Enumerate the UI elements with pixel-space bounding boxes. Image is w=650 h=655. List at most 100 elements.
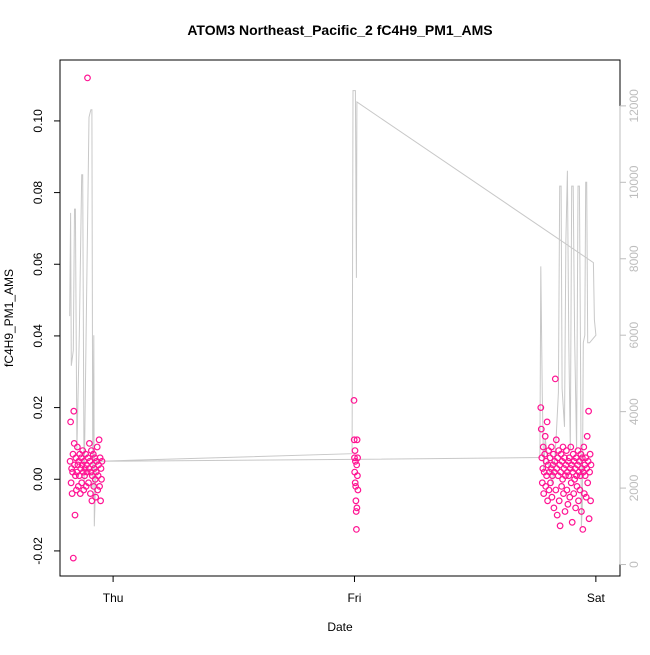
data-point bbox=[539, 465, 547, 472]
data-point bbox=[66, 457, 74, 465]
y2-tick-label: 12000 bbox=[627, 89, 641, 123]
data-point bbox=[585, 515, 593, 523]
points-layer bbox=[66, 74, 595, 562]
data-point bbox=[67, 418, 74, 426]
data-point bbox=[79, 468, 87, 476]
data-point bbox=[87, 447, 95, 455]
y2-tick-label: 6000 bbox=[627, 322, 641, 349]
data-point bbox=[557, 468, 564, 476]
data-point bbox=[559, 443, 567, 451]
data-point bbox=[538, 479, 546, 487]
data-point bbox=[76, 490, 84, 498]
data-point bbox=[553, 511, 561, 519]
data-point bbox=[581, 472, 589, 480]
data-point bbox=[96, 483, 103, 490]
data-point bbox=[539, 443, 547, 451]
data-point bbox=[563, 486, 571, 494]
data-point bbox=[85, 479, 92, 487]
data-point bbox=[72, 486, 80, 494]
data-point bbox=[545, 486, 553, 494]
data-point bbox=[84, 454, 92, 462]
data-point bbox=[537, 404, 545, 412]
data-point bbox=[585, 407, 592, 415]
data-point bbox=[352, 497, 360, 505]
data-point bbox=[548, 493, 556, 501]
data-point bbox=[551, 375, 559, 383]
secondary-series-line bbox=[69, 90, 597, 527]
y2-tick-label: 10000 bbox=[627, 165, 641, 199]
data-point bbox=[70, 440, 78, 447]
data-point bbox=[352, 508, 360, 515]
data-point bbox=[70, 407, 78, 415]
data-point bbox=[564, 500, 572, 508]
y-axis-label: fC4H9_PM1_AMS bbox=[2, 269, 16, 367]
data-point bbox=[71, 511, 79, 519]
data-point bbox=[546, 454, 554, 462]
data-point bbox=[565, 472, 573, 480]
data-point bbox=[93, 443, 101, 451]
data-point bbox=[579, 468, 587, 476]
chart-title: ATOM3 Northeast_Pacific_2 fC4H9_PM1_AMS bbox=[187, 22, 492, 38]
y-tick-label: 0.04 bbox=[31, 324, 45, 348]
data-point bbox=[83, 468, 91, 476]
data-point bbox=[350, 436, 358, 444]
data-point bbox=[98, 475, 105, 483]
y-tick-label: 0.08 bbox=[31, 181, 45, 205]
data-point bbox=[587, 497, 594, 505]
data-point bbox=[543, 418, 551, 426]
y2-tick-label: 4000 bbox=[627, 398, 641, 425]
data-point bbox=[73, 443, 81, 451]
data-point bbox=[350, 397, 358, 404]
data-point bbox=[541, 432, 549, 440]
data-point bbox=[561, 508, 569, 515]
data-point bbox=[78, 479, 86, 487]
data-point bbox=[571, 475, 578, 483]
data-point bbox=[550, 504, 558, 512]
x-tick-label: Fri bbox=[347, 591, 361, 605]
data-point bbox=[89, 450, 97, 458]
data-point bbox=[583, 432, 591, 440]
data-point bbox=[68, 490, 76, 498]
data-point bbox=[582, 493, 590, 501]
data-point bbox=[549, 461, 557, 469]
data-point bbox=[548, 443, 555, 451]
data-point bbox=[71, 461, 78, 469]
data-point bbox=[353, 461, 361, 469]
data-point bbox=[570, 490, 578, 498]
data-point bbox=[95, 436, 103, 444]
y-tick-label: 0.02 bbox=[31, 396, 45, 420]
data-point bbox=[88, 497, 96, 505]
data-point bbox=[541, 450, 549, 458]
data-point bbox=[555, 497, 563, 505]
x-tick-label: Sat bbox=[587, 591, 606, 605]
data-point bbox=[97, 497, 104, 505]
data-point bbox=[354, 454, 362, 462]
data-point bbox=[353, 526, 360, 533]
data-point bbox=[556, 522, 564, 530]
data-point bbox=[566, 493, 574, 501]
data-point bbox=[575, 497, 582, 505]
data-point bbox=[351, 454, 358, 462]
data-point bbox=[567, 479, 575, 487]
plot-frame bbox=[59, 59, 621, 577]
data-point bbox=[552, 486, 560, 494]
data-point bbox=[579, 526, 587, 533]
data-point bbox=[552, 436, 560, 444]
y-tick-label: 0.00 bbox=[31, 467, 45, 491]
y-tick-label: 0.10 bbox=[31, 109, 45, 133]
data-point bbox=[563, 447, 570, 455]
data-point bbox=[568, 518, 576, 526]
y-tick-label: -0.02 bbox=[31, 537, 45, 565]
data-point bbox=[98, 457, 106, 465]
data-point bbox=[86, 490, 94, 498]
data-point bbox=[560, 465, 568, 472]
data-point bbox=[71, 472, 79, 480]
data-point bbox=[557, 450, 565, 458]
data-point bbox=[354, 486, 362, 494]
y2-tick-label: 0 bbox=[627, 561, 641, 568]
data-point bbox=[351, 447, 359, 455]
data-point bbox=[351, 479, 359, 487]
y-tick-label: 0.06 bbox=[31, 252, 45, 276]
